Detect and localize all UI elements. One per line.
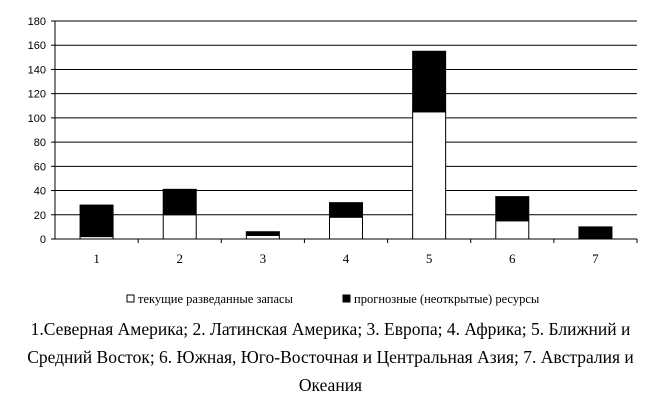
legend-swatch-2 xyxy=(342,294,351,303)
legend-swatch-1 xyxy=(126,294,135,303)
caption-line-3: Океания xyxy=(298,375,363,395)
y-tick-label-60: 60 xyxy=(34,161,46,173)
y-tick-label-20: 20 xyxy=(34,210,46,222)
x-tick-label-5: 5 xyxy=(426,251,433,266)
caption-line-1: 1.Северная Америка; 2. Латинская Америка… xyxy=(30,319,631,339)
x-axis-ticks: 1 2 3 4 5 6 7 xyxy=(93,239,599,266)
bars xyxy=(79,50,613,240)
bar-2-series-1 xyxy=(162,214,197,240)
caption: 1.Северная Америка; 2. Латинская Америка… xyxy=(0,315,661,399)
bar-7-series-2 xyxy=(578,226,613,240)
legend-label-1: текущие разведанные запасы xyxy=(138,292,294,306)
y-tick-label-40: 40 xyxy=(34,186,46,198)
legend: текущие разведанные запасы прогнозные (не… xyxy=(126,292,540,306)
bar-3-series-2 xyxy=(245,231,280,236)
bar-1-series-2 xyxy=(79,204,114,238)
y-tick-label-140: 140 xyxy=(28,64,46,76)
bar-4-series-1 xyxy=(329,216,363,240)
bar-4-series-2 xyxy=(329,202,363,218)
grid-lines xyxy=(55,20,637,216)
bar-5-series-1 xyxy=(412,111,447,240)
caption-line-2: Средний Восток; 6. Южная, Юго-Восточная … xyxy=(27,347,634,367)
bar-6-series-2 xyxy=(495,196,530,222)
y-tick-label-120: 120 xyxy=(28,89,46,101)
bar-3-series-1 xyxy=(245,234,280,240)
legend-label-2: прогнозные (неоткрытые) ресурсы xyxy=(354,292,540,306)
x-tick-label-4: 4 xyxy=(343,251,350,266)
y-tick-label-180: 180 xyxy=(28,16,46,28)
x-tick-label-7: 7 xyxy=(592,251,599,266)
bar-2-series-2 xyxy=(162,188,197,216)
x-tick-label-2: 2 xyxy=(176,251,183,266)
bar-chart: 0 20 40 60 80 100 120 140 160 180 1 2 3 4 5 6 7 текущие… xyxy=(28,16,638,306)
y-tick-label-100: 100 xyxy=(28,113,46,125)
axes xyxy=(54,21,638,243)
x-tick-label-3: 3 xyxy=(260,251,267,266)
x-tick-label-1: 1 xyxy=(93,251,100,266)
bar-5-series-2 xyxy=(412,50,447,113)
bar-6-series-1 xyxy=(495,220,530,240)
y-tick-label-80: 80 xyxy=(34,137,46,149)
y-tick-label-0: 0 xyxy=(40,234,46,246)
y-axis-ticks: 0 20 40 60 80 100 120 140 160 180 xyxy=(28,16,55,246)
x-tick-label-6: 6 xyxy=(509,251,516,266)
y-tick-label-160: 160 xyxy=(28,40,46,52)
